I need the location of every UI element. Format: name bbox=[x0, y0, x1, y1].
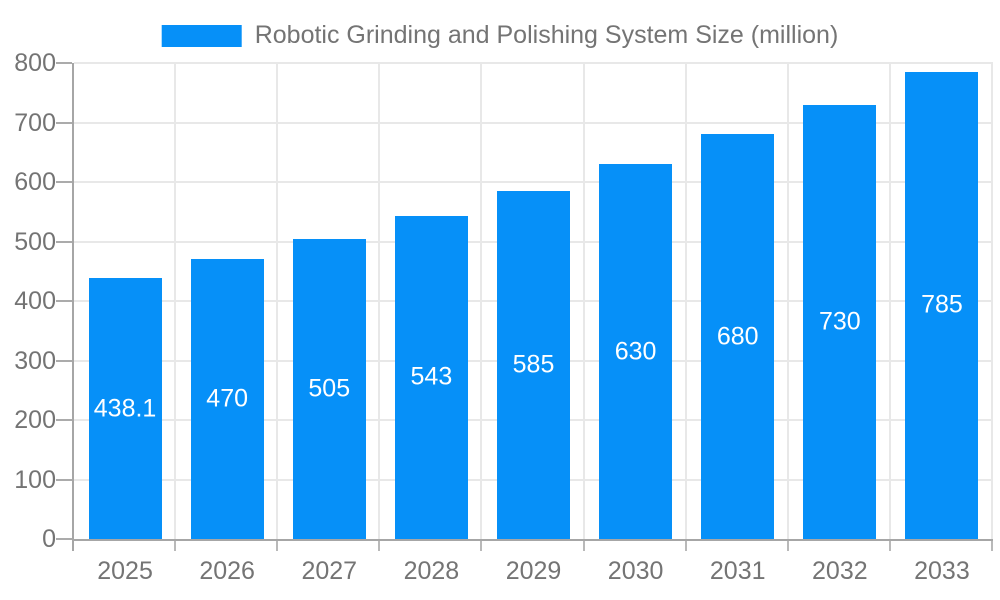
v-gridline bbox=[888, 63, 891, 539]
y-axis-tick-label: 700 bbox=[14, 108, 56, 137]
y-axis-tick bbox=[56, 478, 72, 481]
y-axis-tick bbox=[56, 300, 72, 302]
bar-2031: 680 bbox=[701, 134, 775, 539]
y-axis-tick bbox=[56, 181, 72, 183]
y-axis-tick-label: 300 bbox=[14, 346, 56, 375]
bar-2029: 585 bbox=[497, 190, 570, 539]
y-axis-tick-label: 0 bbox=[42, 525, 56, 553]
x-axis-tick bbox=[582, 539, 585, 551]
legend-label: Robotic Grinding and Polishing System Si… bbox=[254, 21, 839, 49]
bar-2025: 438.1 bbox=[88, 278, 162, 539]
plot-area: 0 100 200 300 400 500 600 700 800 438.1 2025 470 202… bbox=[14, 49, 993, 585]
bar-value-label: 438.1 bbox=[93, 394, 157, 423]
x-axis-tick bbox=[174, 539, 177, 551]
x-axis-tick-label: 2028 bbox=[403, 557, 460, 585]
y-axis-line bbox=[72, 63, 74, 551]
x-axis-tick bbox=[480, 539, 483, 551]
x-axis-tick-label: 2025 bbox=[97, 557, 153, 585]
bar-value-label: 585 bbox=[512, 350, 555, 379]
x-axis-tick-label: 2033 bbox=[914, 557, 970, 585]
v-gridline bbox=[582, 63, 585, 539]
x-axis-tick bbox=[991, 539, 993, 551]
x-axis-tick bbox=[786, 539, 789, 551]
y-axis-tick bbox=[56, 240, 72, 243]
bar-2026: 470 bbox=[190, 259, 264, 539]
y-axis-tick bbox=[56, 62, 72, 64]
x-axis-tick bbox=[888, 539, 891, 551]
y-axis-tick-label: 600 bbox=[14, 168, 56, 196]
y-axis-tick-label: 400 bbox=[14, 287, 56, 315]
v-gridline bbox=[684, 63, 687, 539]
y-axis-tick bbox=[56, 538, 72, 540]
bar-value-label: 680 bbox=[716, 322, 759, 351]
chart-legend[interactable]: Robotic Grinding and Polishing System Si… bbox=[161, 21, 839, 50]
h-gridline bbox=[74, 121, 993, 124]
v-gridline bbox=[378, 63, 381, 539]
x-axis-tick bbox=[378, 539, 381, 551]
x-axis-tick bbox=[684, 539, 687, 551]
bar-2032: 730 bbox=[803, 104, 877, 539]
bar-value-label: 630 bbox=[614, 337, 657, 366]
x-axis-tick-label: 2026 bbox=[199, 557, 255, 585]
bar-2028: 543 bbox=[394, 215, 468, 539]
y-axis-tick-label: 100 bbox=[14, 465, 56, 494]
bar-2033: 785 bbox=[905, 71, 979, 539]
bar-2030: 630 bbox=[599, 164, 673, 539]
v-gridline bbox=[480, 63, 483, 539]
y-axis-tick bbox=[56, 121, 72, 124]
x-axis-tick-label: 2032 bbox=[812, 557, 868, 585]
x-axis-tick-label: 2030 bbox=[607, 557, 664, 585]
x-axis-tick-label: 2027 bbox=[301, 557, 358, 585]
x-axis-tick bbox=[276, 539, 279, 551]
v-gridline bbox=[991, 63, 993, 539]
y-axis-tick-label: 200 bbox=[14, 406, 56, 434]
bar-value-label: 730 bbox=[818, 307, 861, 336]
x-axis-tick-label: 2031 bbox=[709, 557, 766, 585]
h-gridline bbox=[74, 181, 993, 183]
y-axis-tick bbox=[56, 359, 72, 362]
bar-value-label: 505 bbox=[308, 374, 351, 403]
x-axis-tick-label: 2029 bbox=[505, 557, 562, 585]
y-axis-tick bbox=[56, 419, 72, 421]
bar-value-label: 543 bbox=[410, 362, 453, 391]
legend-swatch-icon bbox=[161, 24, 242, 47]
y-axis-tick-label: 500 bbox=[14, 227, 56, 256]
h-gridline bbox=[74, 62, 993, 64]
x-axis-line bbox=[72, 539, 993, 541]
bar-2027: 505 bbox=[292, 238, 366, 539]
v-gridline bbox=[786, 63, 789, 539]
v-gridline bbox=[174, 63, 177, 539]
v-gridline bbox=[276, 63, 279, 539]
y-axis-tick-label: 800 bbox=[14, 49, 56, 77]
bar-value-label: 785 bbox=[921, 290, 963, 319]
bar-value-label: 470 bbox=[206, 384, 249, 413]
